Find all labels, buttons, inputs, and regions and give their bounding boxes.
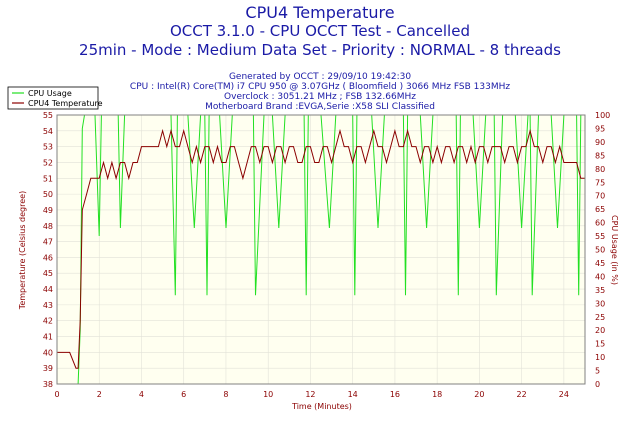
chart-subtitle-mode: 25min - Mode : Medium Data Set - Priorit…: [79, 41, 561, 59]
y-right-tick-label: 45: [595, 259, 605, 268]
info-motherboard: Motherboard Brand :EVGA,Serie :X58 SLI C…: [205, 102, 435, 112]
y-left-tick-label: 43: [43, 301, 53, 310]
y-right-tick-label: 5: [595, 367, 600, 376]
plot-frame: [56, 114, 586, 385]
y-left-tick-label: 46: [43, 253, 53, 262]
legend-temp-label: CPU4 Temperature: [28, 99, 103, 108]
x-tick-label: 14: [348, 390, 358, 399]
y-right-tick-label: 25: [595, 313, 605, 322]
y-right-tick-label: 20: [595, 326, 605, 335]
y-axis-right-label: CPU Usage (in %): [610, 215, 619, 285]
y-right-tick-label: 90: [595, 138, 605, 147]
y-left-tick-label: 54: [43, 127, 53, 136]
y-right-tick-label: 40: [595, 272, 605, 281]
y-right-tick-label: 85: [595, 151, 605, 160]
legend-usage-label: CPU Usage: [28, 89, 72, 98]
plot-area: [57, 115, 585, 384]
axis-ticks: 3839404142434445464748495051525354550510…: [43, 111, 610, 399]
y-right-tick-label: 70: [595, 192, 605, 201]
y-right-tick-label: 75: [595, 178, 605, 187]
y-right-tick-label: 65: [595, 205, 605, 214]
y-left-tick-label: 45: [43, 269, 53, 278]
x-tick-label: 22: [517, 390, 527, 399]
y-right-tick-label: 15: [595, 340, 605, 349]
x-tick-label: 12: [305, 390, 315, 399]
y-left-tick-label: 39: [43, 364, 53, 373]
y-left-tick-label: 49: [43, 206, 53, 215]
y-left-tick-label: 42: [43, 317, 53, 326]
y-left-tick-label: 44: [43, 285, 53, 294]
x-tick-label: 10: [263, 390, 273, 399]
info-overclock: Overclock : 3051.21 MHz ; FSB 132.66MHz: [224, 92, 416, 102]
x-axis-label: Time (Minutes): [291, 402, 352, 411]
y-left-tick-label: 40: [43, 348, 53, 357]
y-left-tick-label: 53: [43, 143, 53, 152]
y-left-tick-label: 51: [43, 174, 53, 183]
y-left-tick-label: 52: [43, 158, 53, 167]
temperature-line: [57, 128, 585, 369]
x-tick-label: 0: [54, 390, 59, 399]
y-left-tick-label: 50: [43, 190, 53, 199]
info-generated: Generated by OCCT : 29/09/10 19:42:30: [228, 72, 412, 82]
x-tick-label: 8: [223, 390, 228, 399]
y-left-tick-label: 38: [43, 380, 53, 389]
x-tick-label: 20: [474, 390, 484, 399]
x-tick-label: 16: [390, 390, 400, 399]
x-tick-label: 18: [432, 390, 442, 399]
x-tick-label: 4: [139, 390, 144, 399]
y-right-tick-label: 55: [595, 232, 605, 241]
y-right-tick-label: 95: [595, 124, 605, 133]
grid: [57, 115, 585, 384]
y-right-tick-label: 0: [595, 380, 600, 389]
y-left-tick-label: 55: [43, 111, 53, 120]
y-right-tick-label: 35: [595, 286, 605, 295]
y-right-tick-label: 100: [595, 111, 610, 120]
y-left-tick-label: 47: [43, 238, 53, 247]
y-right-tick-label: 80: [595, 165, 605, 174]
x-tick-label: 2: [97, 390, 102, 399]
y-axis-left-label: Temperature (Celsius degree): [18, 191, 27, 310]
y-left-tick-label: 48: [43, 222, 53, 231]
x-tick-label: 24: [559, 390, 569, 399]
info-cpu: CPU : Intel(R) Core(TM) i7 CPU 950 @ 3.0…: [129, 82, 511, 92]
y-right-tick-label: 60: [595, 219, 605, 228]
legend: CPU Usage CPU4 Temperature: [7, 86, 103, 110]
y-right-tick-label: 10: [595, 353, 605, 362]
x-tick-label: 6: [181, 390, 186, 399]
y-right-tick-label: 50: [595, 246, 605, 255]
chart-title: CPU4 Temperature: [245, 3, 395, 22]
y-right-tick-label: 30: [595, 299, 605, 308]
y-left-tick-label: 41: [43, 333, 53, 342]
chart-subtitle-test: OCCT 3.1.0 - CPU OCCT Test - Cancelled: [170, 22, 470, 40]
